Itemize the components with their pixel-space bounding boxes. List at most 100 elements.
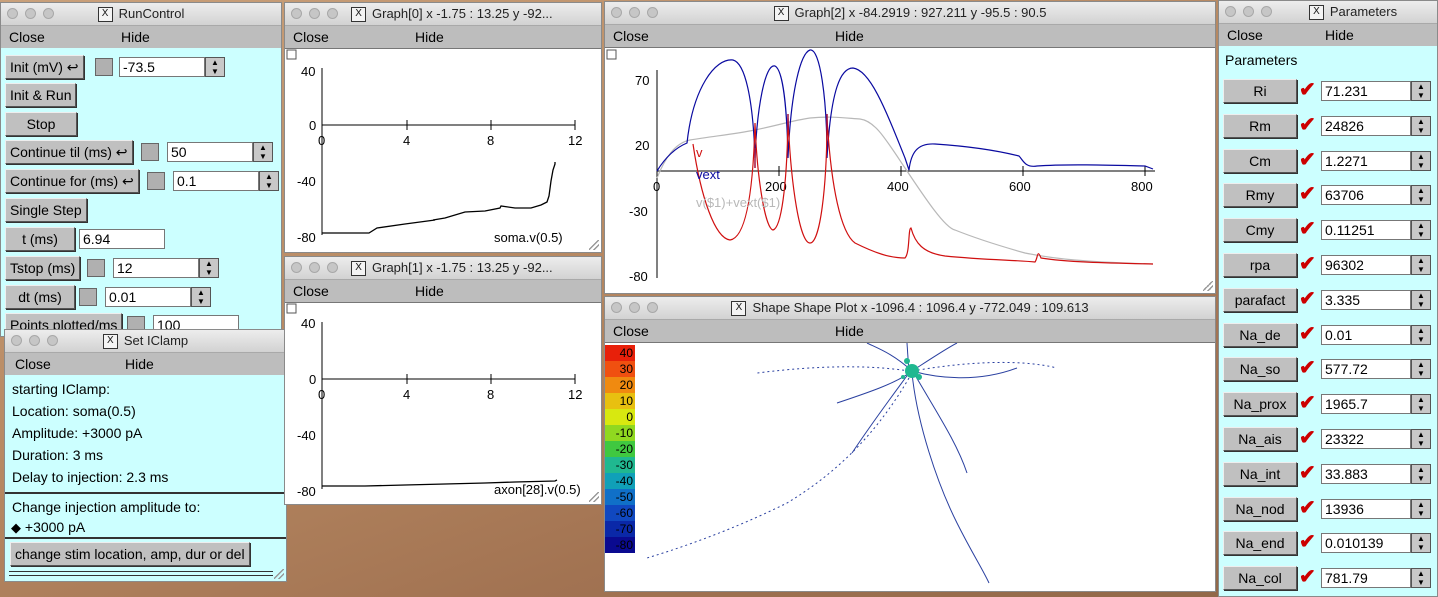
hide-menu[interactable]: Hide xyxy=(1325,27,1354,43)
close-light-icon[interactable] xyxy=(7,8,18,19)
checkmark-icon[interactable]: ✔ xyxy=(1299,566,1316,589)
resize-grip-icon[interactable] xyxy=(589,240,599,250)
minimize-light-icon[interactable] xyxy=(25,8,36,19)
parameter-spinner-icon[interactable]: ▲ ▼ xyxy=(1411,255,1431,275)
parameter-spinner-icon[interactable]: ▲ ▼ xyxy=(1411,220,1431,241)
parameter-spinner-icon[interactable]: ▲ ▼ xyxy=(1411,568,1431,589)
continue-for-field[interactable]: 0.1 xyxy=(173,171,259,191)
init-button[interactable]: Init (mV) ↩ xyxy=(5,55,84,79)
continue-for-button[interactable]: Continue for (ms) ↩ xyxy=(5,169,139,193)
init-checkbox[interactable] xyxy=(95,58,113,76)
continue-til-spinner-icon[interactable]: ▲ ▼ xyxy=(253,142,273,162)
parameter-value-field[interactable]: 71.231 xyxy=(1321,81,1411,101)
neuron-morphology[interactable] xyxy=(637,343,1216,592)
iclamp-titlebar[interactable]: X Set IClamp xyxy=(5,330,286,353)
resize-grip-icon[interactable] xyxy=(274,569,284,579)
continue-til-button[interactable]: Continue til (ms) ↩ xyxy=(5,140,133,164)
parameter-spinner-icon[interactable]: ▲ ▼ xyxy=(1411,429,1431,449)
parameter-spinner-icon[interactable]: ▲ ▼ xyxy=(1411,81,1431,101)
parameter-spinner-icon[interactable]: ▲ ▼ xyxy=(1411,115,1431,136)
continue-til-checkbox[interactable] xyxy=(141,143,159,161)
parameter-button[interactable]: Rmy xyxy=(1223,183,1297,208)
graph1-plot[interactable]: 40 0 -40 -80 0 4 8 12 axon[28].v(0.5) xyxy=(285,302,602,505)
parameter-button[interactable]: Na_prox xyxy=(1223,392,1297,417)
close-menu[interactable]: Close xyxy=(1227,27,1263,43)
graph-menu-box[interactable] xyxy=(286,303,297,314)
zoom-light-icon[interactable] xyxy=(327,262,338,273)
close-menu[interactable]: Close xyxy=(9,29,45,45)
checkmark-icon[interactable]: ✔ xyxy=(1299,392,1316,415)
continue-for-checkbox[interactable] xyxy=(147,172,165,190)
parameter-spinner-icon[interactable]: ▲ ▼ xyxy=(1411,498,1431,519)
hide-menu[interactable]: Hide xyxy=(125,356,154,372)
minimize-light-icon[interactable] xyxy=(29,335,40,346)
checkmark-icon[interactable]: ✔ xyxy=(1299,322,1316,345)
dt-spinner-icon[interactable]: ▲ ▼ xyxy=(191,287,211,307)
minimize-light-icon[interactable] xyxy=(309,8,320,19)
tstop-button[interactable]: Tstop (ms) xyxy=(5,256,81,280)
checkmark-icon[interactable]: ✔ xyxy=(1299,427,1316,449)
parameter-button[interactable]: Cm xyxy=(1223,148,1297,173)
parameter-button[interactable]: Na_de xyxy=(1223,322,1297,347)
diamond-radio-icon[interactable]: ◆ xyxy=(11,520,21,535)
checkmark-icon[interactable]: ✔ xyxy=(1299,183,1316,206)
t-field[interactable]: 6.94 xyxy=(79,229,165,249)
dt-button[interactable]: dt (ms) xyxy=(5,285,75,309)
parameter-value-field[interactable]: 3.335 xyxy=(1321,289,1411,310)
change-stim-button[interactable]: change stim location, amp, dur or del xyxy=(10,542,250,566)
runcontrol-titlebar[interactable]: X RunControl xyxy=(1,3,281,26)
checkmark-icon[interactable]: ✔ xyxy=(1299,531,1316,554)
close-light-icon[interactable] xyxy=(11,335,22,346)
parameter-value-field[interactable]: 0.01 xyxy=(1321,324,1411,345)
dt-checkbox[interactable] xyxy=(79,288,97,306)
graph-menu-box[interactable] xyxy=(286,49,297,60)
parameter-button[interactable]: Na_nod xyxy=(1223,496,1297,521)
parameter-value-field[interactable]: 577.72 xyxy=(1321,359,1411,380)
parameter-button[interactable]: Na_col xyxy=(1223,566,1297,591)
close-light-icon[interactable] xyxy=(611,7,622,18)
close-light-icon[interactable] xyxy=(291,8,302,19)
close-light-icon[interactable] xyxy=(611,302,622,313)
continue-til-field[interactable]: 50 xyxy=(167,142,253,162)
parameter-spinner-icon[interactable]: ▲ ▼ xyxy=(1411,324,1431,345)
hide-menu[interactable]: Hide xyxy=(121,29,150,45)
t-button[interactable]: t (ms) xyxy=(5,227,75,251)
init-spinner-icon[interactable]: ▲ ▼ xyxy=(205,57,225,77)
checkmark-icon[interactable]: ✔ xyxy=(1299,79,1316,101)
parameter-button[interactable]: parafact xyxy=(1223,287,1297,312)
parameter-button[interactable]: Na_so xyxy=(1223,357,1297,382)
parameter-spinner-icon[interactable]: ▲ ▼ xyxy=(1411,289,1431,310)
parameter-button[interactable]: Rm xyxy=(1223,113,1297,138)
single-step-button[interactable]: Single Step xyxy=(5,198,87,222)
checkmark-icon[interactable]: ✔ xyxy=(1299,287,1316,310)
checkmark-icon[interactable]: ✔ xyxy=(1299,218,1316,241)
graph-menu-box[interactable] xyxy=(606,49,617,60)
parameter-button[interactable]: rpa xyxy=(1223,253,1297,277)
zoom-light-icon[interactable] xyxy=(1261,6,1272,17)
parameter-value-field[interactable]: 1965.7 xyxy=(1321,394,1411,415)
parameter-value-field[interactable]: 96302 xyxy=(1321,255,1411,275)
parameter-value-field[interactable]: 63706 xyxy=(1321,185,1411,206)
parameter-spinner-icon[interactable]: ▲ ▼ xyxy=(1411,463,1431,484)
graph1-titlebar[interactable]: X Graph[1] x -1.75 : 13.25 y -92... xyxy=(285,257,601,280)
checkmark-icon[interactable]: ✔ xyxy=(1299,113,1316,136)
parameter-value-field[interactable]: 23322 xyxy=(1321,429,1411,449)
parameters-titlebar[interactable]: X Parameters xyxy=(1219,1,1437,24)
checkmark-icon[interactable]: ✔ xyxy=(1299,148,1316,171)
hide-menu[interactable]: Hide xyxy=(835,28,864,44)
minimize-light-icon[interactable] xyxy=(629,302,640,313)
tstop-field[interactable]: 12 xyxy=(113,258,199,278)
close-light-icon[interactable] xyxy=(291,262,302,273)
shape-plot-titlebar[interactable]: X Shape Shape Plot x -1096.4 : 1096.4 y -… xyxy=(605,297,1215,320)
graph2-plot[interactable]: 70 20 -30 -80 0 200 400 600 800 v vext v… xyxy=(605,48,1216,294)
hide-menu[interactable]: Hide xyxy=(835,323,864,339)
parameter-button[interactable]: Na_int xyxy=(1223,461,1297,486)
parameter-value-field[interactable]: 24826 xyxy=(1321,115,1411,136)
close-menu[interactable]: Close xyxy=(613,28,649,44)
resize-grip-icon[interactable] xyxy=(589,492,599,502)
hide-menu[interactable]: Hide xyxy=(415,29,444,45)
close-light-icon[interactable] xyxy=(1225,6,1236,17)
parameter-value-field[interactable]: 0.11251 xyxy=(1321,220,1411,241)
continue-for-spinner-icon[interactable]: ▲ ▼ xyxy=(259,171,279,191)
zoom-light-icon[interactable] xyxy=(43,8,54,19)
